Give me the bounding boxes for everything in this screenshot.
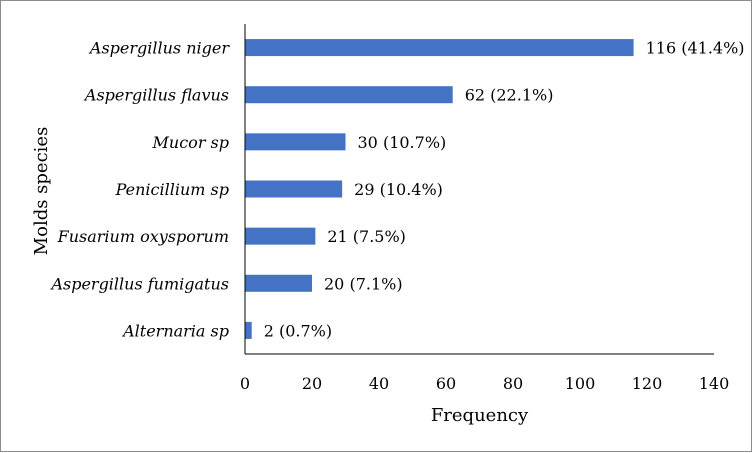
category-label: Penicillium sp bbox=[115, 180, 229, 199]
data-label: 116 (41.4%) bbox=[646, 39, 745, 58]
bar-0 bbox=[245, 39, 634, 57]
bar-1 bbox=[245, 86, 453, 104]
category-label: Alternaria sp bbox=[121, 321, 229, 340]
x-tick-label: 120 bbox=[632, 374, 663, 393]
data-label: 21 (7.5%) bbox=[327, 227, 406, 246]
bar-6 bbox=[245, 321, 252, 339]
y-axis-title: Molds species bbox=[31, 127, 52, 256]
x-tick-label: 140 bbox=[699, 374, 730, 393]
data-label: 62 (22.1%) bbox=[465, 86, 554, 105]
x-tick-label: 60 bbox=[436, 374, 456, 393]
category-label: Aspergillus niger bbox=[88, 39, 230, 58]
x-tick-label: 80 bbox=[503, 374, 523, 393]
category-label: Fusarium oxysporum bbox=[57, 227, 229, 246]
x-tick-label: 20 bbox=[302, 374, 322, 393]
data-label: 29 (10.4%) bbox=[354, 180, 443, 199]
x-tick-label: 40 bbox=[369, 374, 389, 393]
x-tick-label: 100 bbox=[565, 374, 596, 393]
data-label: 30 (10.7%) bbox=[358, 133, 447, 152]
bar-5 bbox=[245, 274, 312, 292]
x-axis-title: Frequency bbox=[431, 405, 529, 426]
data-label: 20 (7.1%) bbox=[324, 274, 403, 293]
category-label: Mucor sp bbox=[152, 133, 229, 152]
category-label: Aspergillus flavus bbox=[83, 86, 229, 105]
bar-3 bbox=[245, 180, 343, 198]
bar-4 bbox=[245, 227, 316, 245]
x-tick-label: 0 bbox=[240, 374, 250, 393]
bar-2 bbox=[245, 133, 346, 151]
category-label: Aspergillus fumigatus bbox=[49, 274, 229, 293]
data-label: 2 (0.7%) bbox=[264, 321, 332, 340]
